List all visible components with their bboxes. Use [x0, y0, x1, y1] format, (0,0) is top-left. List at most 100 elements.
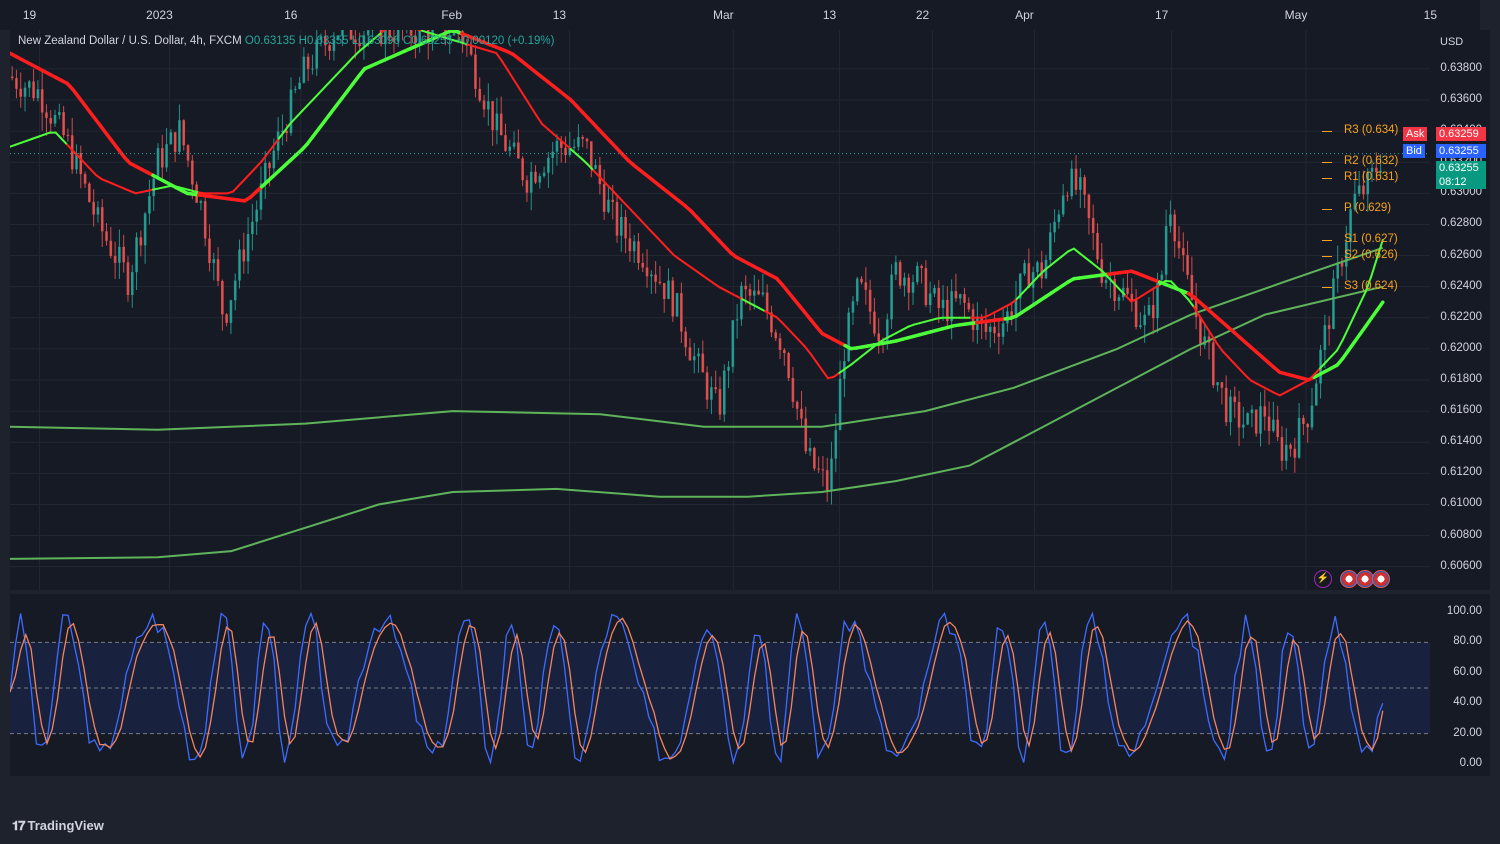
ribbon-fast-segment: [735, 295, 744, 301]
ribbon-fast-segment: [781, 321, 789, 330]
candle-body: [821, 469, 825, 471]
ribbon-fast-segment: [1021, 286, 1030, 295]
ribbon-fast-segment: [855, 354, 864, 362]
ribbon-fast-segment: [838, 367, 847, 374]
ribbon-fast-segment: [1255, 382, 1264, 388]
low-label: L: [351, 35, 359, 47]
ribbon-fast-segment: [323, 80, 332, 89]
price-axis[interactable]: 0.638000.636000.634000.632000.630000.628…: [1430, 30, 1490, 590]
candle-body: [109, 240, 113, 257]
candle-body: [675, 293, 679, 317]
ribbon-fast-segment: [1130, 298, 1138, 303]
stochastic-axis[interactable]: 100.00 80.00 60.00 40.00 20.00 0.00: [1430, 594, 1490, 776]
pivot-label: S2 (0.626): [1344, 248, 1398, 261]
ask-label: Ask: [1403, 127, 1428, 141]
ribbon-fast-segment: [266, 145, 275, 155]
candle-body: [1126, 287, 1129, 294]
ribbon-fast-segment: [884, 334, 892, 340]
candle-body: [1332, 278, 1335, 329]
ribbon-fast-segment: [1067, 247, 1075, 253]
us-flag-icon[interactable]: [1372, 570, 1390, 588]
candle-body: [602, 184, 606, 212]
candle-body: [1014, 298, 1018, 318]
candle-body: [328, 45, 331, 51]
candle-body: [688, 347, 692, 361]
bid-price-tag: 0.63255: [1436, 144, 1486, 158]
ribbon-fast-segment: [889, 331, 898, 337]
ribbon-fast-segment: [1084, 256, 1093, 264]
ribbon-fast-segment: [1204, 324, 1213, 336]
ribbon-fast-segment: [1273, 391, 1281, 397]
ribbon-fast-segment: [1078, 252, 1087, 259]
candle-body: [813, 447, 816, 469]
ribbon-fast-segment: [1152, 283, 1161, 290]
candle-body: [1237, 402, 1241, 428]
candle-body: [847, 312, 850, 362]
ribbon-fast-segment: [352, 50, 360, 59]
ribbon-fast-segment: [861, 350, 869, 357]
candle-body: [680, 293, 683, 332]
candle-body: [873, 311, 876, 334]
ribbon-fast-segment: [1175, 286, 1184, 295]
candle-body: [941, 299, 945, 309]
ribbon-slow-segment: [1375, 300, 1385, 313]
candle-body: [555, 140, 559, 152]
ribbon-fast-segment: [615, 193, 624, 202]
candle-body: [1083, 177, 1086, 195]
currency-label[interactable]: USD: [1440, 36, 1464, 48]
tradingview-brand[interactable]: 𝟏𝟕 TradingView: [12, 818, 104, 834]
ribbon-fast-segment: [1364, 275, 1373, 293]
candle-body: [349, 30, 353, 40]
candle-body: [765, 292, 769, 313]
price-pane[interactable]: [10, 30, 1430, 590]
close-value: 0.63255: [411, 35, 453, 47]
candle-body: [113, 256, 117, 263]
ribbon-fast-segment: [37, 133, 46, 138]
tradingview-logo-icon: 𝟏𝟕: [12, 818, 26, 833]
candle-body: [804, 418, 808, 452]
ribbon-fast-segment: [1198, 315, 1207, 327]
candle-body: [1220, 382, 1224, 388]
ribbon-fast-segment: [1095, 265, 1104, 273]
candle-body: [152, 178, 156, 197]
candle-body: [946, 299, 949, 322]
candle-body: [632, 241, 636, 252]
pivot-tick: [1322, 131, 1332, 133]
ribbon-fast-segment: [1244, 374, 1253, 382]
candle-body: [1061, 195, 1065, 215]
price-tick-label: 0.61400: [1440, 435, 1482, 448]
ribbon-fast-segment: [1301, 379, 1310, 385]
time-axis[interactable]: 19 2023 16 Feb 13 Mar 13 22 Apr 17 May 15: [0, 0, 1480, 30]
ribbon-fast-segment: [100, 178, 109, 183]
stochastic-pane[interactable]: [10, 594, 1430, 776]
price-tick-label: 0.61800: [1440, 373, 1482, 385]
ribbon-fast-segment: [129, 190, 137, 195]
ribbon-fast-segment: [672, 253, 681, 261]
price-tick-label: 0.61600: [1440, 404, 1482, 417]
ribbon-fast-segment: [518, 87, 526, 99]
ribbon-fast-segment: [758, 307, 767, 313]
candle-body: [1212, 342, 1215, 386]
pivot-tick: [1322, 162, 1332, 164]
high-label: H: [298, 35, 307, 47]
high-value: 0.63355: [306, 35, 349, 47]
ribbon-fast-segment: [1284, 388, 1293, 394]
ribbon-fast-segment: [815, 361, 824, 372]
candle-body: [624, 216, 627, 239]
ribbon-fast-segment: [237, 178, 246, 187]
candle-body: [366, 30, 370, 36]
time-tick-label: 13: [822, 8, 837, 22]
lightning-icon[interactable]: ⚡: [1314, 570, 1332, 588]
ribbon-fast-segment: [689, 266, 698, 273]
bar-countdown: 08:12: [1436, 175, 1486, 189]
ribbon-fast-segment: [598, 175, 606, 184]
ribbon-fast-segment: [987, 311, 995, 317]
ribbon-fast-segment: [1278, 391, 1287, 397]
symbol-legend[interactable]: New Zealand Dollar / U.S. Dollar, 4h, FX…: [18, 35, 554, 47]
candle-body: [1070, 168, 1074, 197]
candle-body: [212, 259, 216, 264]
candle-body: [830, 458, 833, 492]
candle-body: [641, 262, 645, 268]
candle-body: [336, 35, 340, 40]
